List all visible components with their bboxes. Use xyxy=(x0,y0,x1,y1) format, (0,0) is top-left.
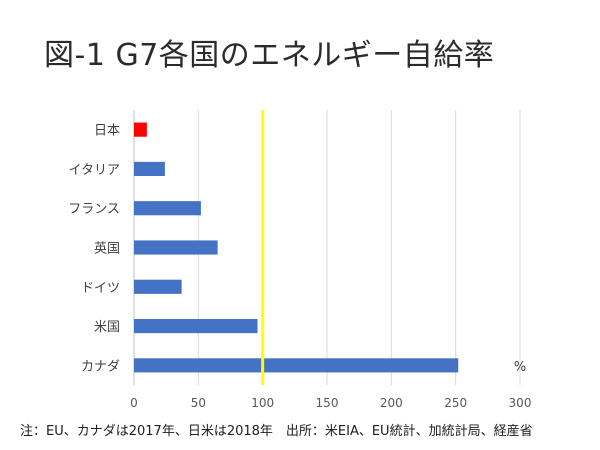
bar-0 xyxy=(134,122,147,137)
category-label: カナダ xyxy=(81,359,120,374)
category-label: 日本 xyxy=(94,124,120,139)
bar-4 xyxy=(134,279,182,294)
category-label: 米国 xyxy=(94,320,120,335)
category-label: フランス xyxy=(68,202,120,217)
bars xyxy=(134,122,459,373)
bar-3 xyxy=(134,240,218,255)
x-tick-label: 0 xyxy=(130,396,138,410)
x-tick-label: 300 xyxy=(509,396,532,410)
x-tick-label: 200 xyxy=(380,396,403,410)
x-tick-label: 250 xyxy=(444,396,467,410)
category-label: 英国 xyxy=(94,242,120,257)
category-label: ドイツ xyxy=(81,281,120,296)
x-tick-label: 50 xyxy=(191,396,206,410)
bar-2 xyxy=(134,201,201,216)
x-tick-label: 150 xyxy=(316,396,339,410)
bar-5 xyxy=(134,319,258,334)
chart-title: 図-1 G7各国のエネルギー自給率 xyxy=(44,38,495,73)
category-label: イタリア xyxy=(69,163,120,178)
x-tick-label: 100 xyxy=(251,396,274,410)
source-note: 注：EU、カナダは2017年、日米は2018年 出所：米EIA、EU統計、加統計… xyxy=(20,424,533,439)
unit-label: % xyxy=(514,360,526,375)
bar-1 xyxy=(134,161,165,176)
bar-6 xyxy=(134,358,459,373)
